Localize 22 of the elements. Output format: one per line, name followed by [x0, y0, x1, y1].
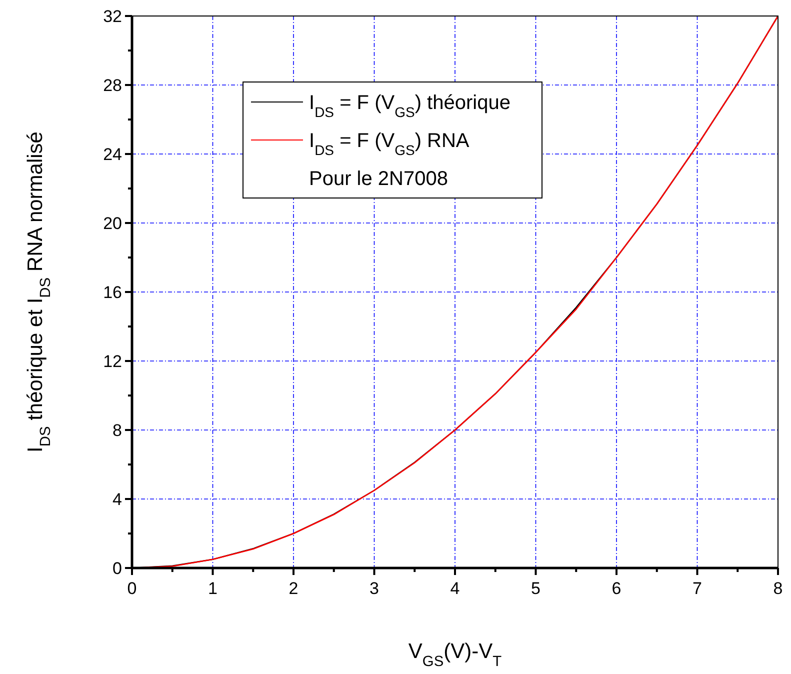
y-tick-label: 8 [112, 421, 122, 440]
legend-label: I$_{DS}$ = F (V$_{GS}$) théorique [309, 92, 510, 120]
x-tick-label: 8 [773, 579, 783, 598]
x-tick-label: 2 [288, 579, 298, 598]
y-tick-label: 16 [103, 283, 122, 302]
annotation: Pour le 2N7008 [309, 168, 448, 190]
y-tick-label: 0 [112, 559, 122, 578]
y-tick-label: 12 [103, 352, 122, 371]
y-tick-label: 32 [103, 7, 122, 26]
y-tick-label: 28 [103, 76, 122, 95]
x-tick-label: 6 [612, 579, 622, 598]
x-tick-label: 7 [692, 579, 702, 598]
x-tick-label: 1 [208, 579, 218, 598]
x-tick-label: 5 [531, 579, 540, 598]
x-tick-label: 0 [127, 579, 137, 598]
x-tick-label: 4 [450, 579, 460, 598]
y-tick-label: 20 [103, 214, 122, 233]
y-tick-label: 24 [103, 145, 122, 164]
y-tick-label: 4 [112, 490, 122, 509]
x-axis-title: V$_{GS}$(V)-V$_{T}$ [408, 640, 502, 670]
x-tick-label: 3 [370, 579, 379, 598]
legend-label: I$_{DS}$ = F (V$_{GS}$) RNA [309, 130, 470, 158]
